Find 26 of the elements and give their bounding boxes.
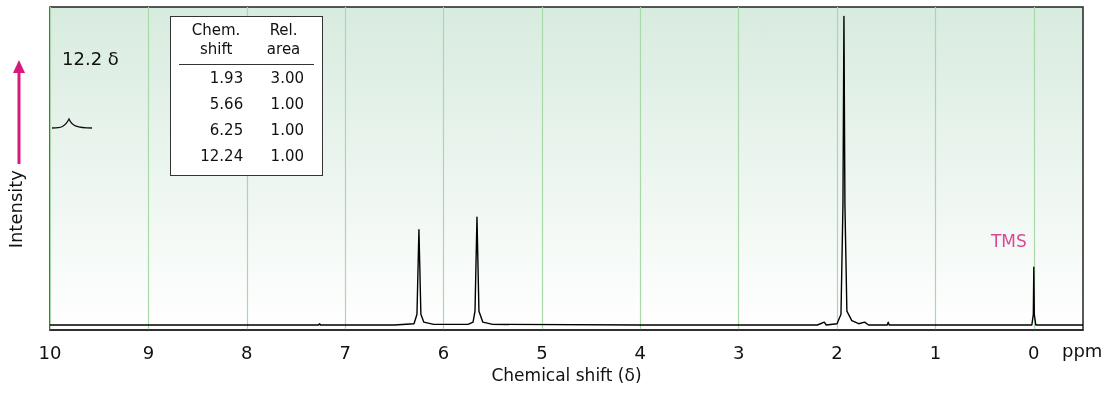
annotation: 5.66 [208,94,245,115]
x-axis-title: Chemical shift (δ) [491,364,642,385]
annotation: 12.24 [199,146,245,167]
text: ppm [1062,340,1103,361]
annotation: 1.00 [269,146,305,167]
x-tick-label: 1 [929,341,942,363]
x-tick-label: 9 [142,341,155,363]
x-tick-label: 3 [732,341,745,363]
annotation: 1.00 [269,94,305,115]
x-tick-label: 10 [38,341,62,363]
y-axis-title: Intensity [4,169,26,249]
x-tick-label: 7 [339,341,351,363]
x-tick-label: 6 [437,341,450,363]
x-tick-label: 8 [241,341,253,363]
annotation: 1.00 [269,120,305,141]
annotation: 3.00 [269,68,305,89]
annotation: 6.25 [208,120,245,141]
x-tick-label: 5 [536,341,548,363]
annotation: 1.93 [208,68,245,89]
x-tick-label: 0 [1028,341,1040,363]
annotation: 12.2 δ [62,48,119,69]
annotation: TMS [989,231,1027,252]
annotation: Chem. shift [179,21,254,65]
x-tick-label: 2 [831,341,843,363]
x-tick-label: 4 [634,341,647,363]
annotation: Rel. area [253,21,314,65]
